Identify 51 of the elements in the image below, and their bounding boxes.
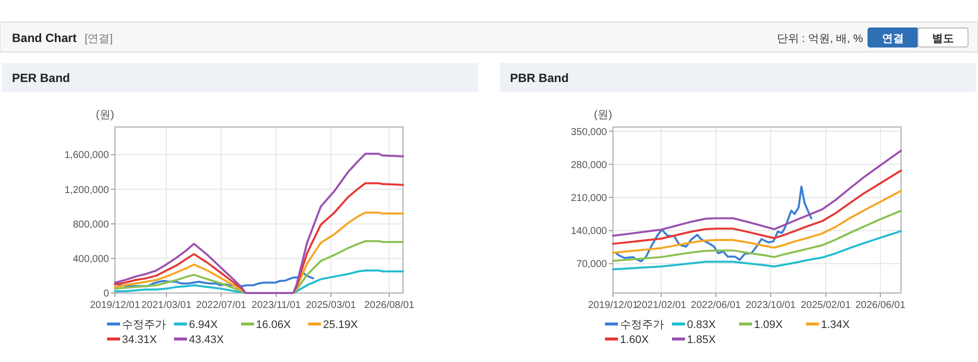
y-tick-label: 280,000 <box>570 160 608 171</box>
x-tick-label: 2025/02/01 <box>800 300 852 311</box>
x-tick-label: 2019/12/01 <box>588 300 638 311</box>
legend-label: 16.06X <box>256 319 292 331</box>
x-tick-label: 2021/03/01 <box>141 300 192 311</box>
x-tick-label: 2025/03/01 <box>306 300 356 311</box>
line-series <box>615 186 812 262</box>
legend-label: 1.09X <box>754 319 784 331</box>
y-tick-label: 140,000 <box>570 226 608 238</box>
chart-title: PER Band <box>12 71 70 85</box>
line-series <box>612 150 902 237</box>
y-axis-title: (원) <box>594 109 612 121</box>
line-series <box>114 152 404 294</box>
y-tick-label: 210,000 <box>570 192 608 204</box>
line-series <box>612 190 902 254</box>
line-series <box>117 272 314 288</box>
y-tick-label: 350,000 <box>570 126 608 138</box>
chart-title: PBR Band <box>510 71 569 85</box>
y-tick-label: 1,600,000 <box>64 150 110 162</box>
legend-label: 43.43X <box>189 334 225 346</box>
line-series <box>612 170 902 245</box>
y-tick-label: 400,000 <box>72 254 110 265</box>
y-tick-label: 70,000 <box>576 259 608 270</box>
legend-label: 25.19X <box>323 319 359 331</box>
legend-label: 수정주가 <box>620 319 664 331</box>
y-axis-title: (원) <box>96 109 114 121</box>
x-tick-label: 2023/10/01 <box>746 300 796 311</box>
text: [연결] <box>84 33 113 45</box>
x-tick-label: 2022/06/01 <box>690 300 742 311</box>
text: 별도 <box>932 33 954 45</box>
text: Band Chart <box>12 31 77 45</box>
legend-label: 0.83X <box>687 319 716 331</box>
x-tick-label: 2022/07/01 <box>196 300 247 311</box>
legend-label: 1.60X <box>620 334 650 346</box>
legend-label: 1.34X <box>821 319 850 331</box>
legend-label: 6.94X <box>189 319 218 331</box>
line-series <box>612 210 902 262</box>
text: 단위 : 억원, 배, % <box>776 33 864 45</box>
line-series <box>612 230 902 270</box>
x-tick-label: 2026/08/01 <box>364 300 415 311</box>
legend-label: 34.31X <box>122 334 158 346</box>
legend-label: 수정주가 <box>122 319 166 331</box>
y-tick-label: 0 <box>103 288 110 300</box>
x-tick-label: 2026/06/01 <box>855 300 906 311</box>
x-tick-label: 2019/12/01 <box>90 300 140 311</box>
text: 연결 <box>882 33 904 45</box>
x-tick-label: 2023/11/01 <box>252 300 302 311</box>
legend-label: 1.85X <box>687 334 716 346</box>
y-tick-label: 800,000 <box>72 219 110 230</box>
x-tick-label: 2021/02/01 <box>636 300 687 311</box>
y-tick-label: 1,200,000 <box>64 184 110 196</box>
